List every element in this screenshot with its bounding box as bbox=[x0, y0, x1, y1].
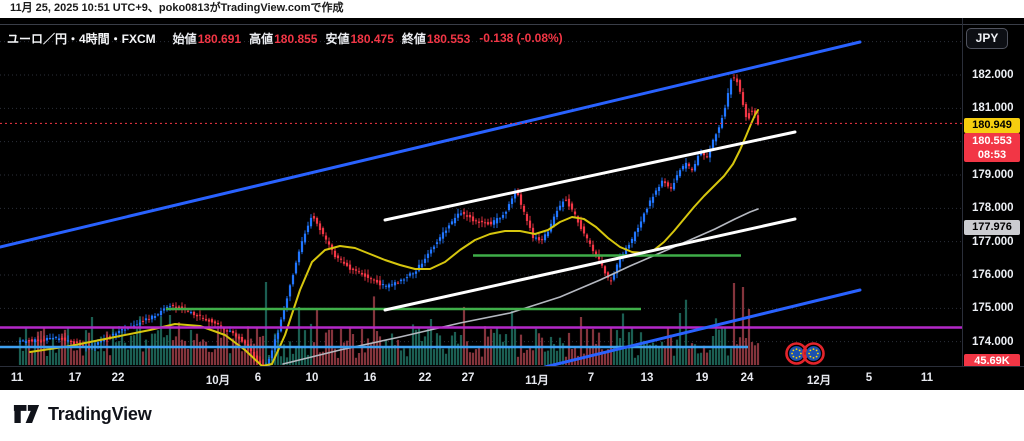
time-axis-label: 24 bbox=[740, 372, 754, 384]
time-axis-label: 11月 bbox=[525, 375, 549, 387]
eu-flag-icon[interactable] bbox=[802, 342, 825, 365]
candlestick-plot[interactable] bbox=[0, 18, 962, 366]
footer: TradingView bbox=[0, 390, 1024, 441]
currency-toggle-button[interactable]: JPY bbox=[966, 28, 1008, 49]
time-axis-label: 7 bbox=[587, 372, 595, 384]
time-axis-label: 6 bbox=[254, 372, 262, 384]
price-axis-label: 179.000 bbox=[972, 168, 1014, 181]
ohlc-value: 180.691 bbox=[197, 31, 242, 46]
chart-area: ユーロ／円・4時間・FXCM 始値180.691 高値180.855 安値180.4… bbox=[0, 18, 1024, 391]
ohlc-label: 高値 bbox=[249, 31, 274, 46]
countdown-timer: 08:53 bbox=[977, 149, 1007, 161]
ohlc-value: 180.553 bbox=[426, 31, 471, 46]
time-axis-label: 10月 bbox=[205, 375, 231, 387]
ohlc-label: 終値 bbox=[401, 31, 426, 46]
eu-flag-icon[interactable] bbox=[785, 342, 808, 365]
ohlc-label: 安値 bbox=[325, 31, 350, 46]
time-axis-label: 22 bbox=[111, 372, 125, 384]
price-axis-label: 178.000 bbox=[972, 202, 1014, 215]
time-axis[interactable]: 11 17 22 10月 6 10 16 22 27 11月 7 13 19 24 12月 5 11 bbox=[0, 366, 1024, 391]
price-axis[interactable]: 182.000181.000180.000179.000178.000177.0… bbox=[962, 18, 1024, 369]
time-axis-label: 11 bbox=[10, 372, 24, 384]
legend: ユーロ／円・4時間・FXCM 始値180.691 高値180.855 安値180.4… bbox=[7, 30, 563, 46]
price-axis-label: 182.000 bbox=[972, 69, 1014, 81]
ma-fast-label-badge: 180.949 bbox=[964, 118, 1020, 133]
tradingview-logo-text: TradingView bbox=[48, 403, 152, 424]
volume-label-badge: 45.69K bbox=[964, 354, 1020, 369]
ohlc-value: 180.475 bbox=[350, 31, 394, 46]
last-price-badge: 180.553 08:53 bbox=[964, 133, 1020, 162]
time-axis-label: 12月 bbox=[806, 375, 832, 387]
ohlc-value: 180.855 bbox=[274, 31, 318, 46]
price-axis-label: 175.000 bbox=[972, 302, 1014, 315]
event-markers[interactable] bbox=[785, 342, 845, 366]
tradingview-logo[interactable]: TradingView bbox=[13, 403, 152, 425]
price-axis-label: 181.000 bbox=[972, 102, 1014, 115]
time-axis-label: 5 bbox=[865, 372, 873, 384]
time-axis-label: 22 bbox=[418, 372, 432, 384]
time-axis-label: 17 bbox=[68, 372, 82, 384]
ohlc-label: 始値 bbox=[172, 31, 197, 46]
time-axis-label: 19 bbox=[695, 372, 709, 384]
time-axis-label: 11 bbox=[920, 372, 934, 384]
ohlc-values: 始値180.691 高値180.855 安値180.475 終値180.553 bbox=[165, 30, 471, 47]
time-axis-label: 16 bbox=[363, 372, 377, 384]
ma-slow-label-badge: 177.976 bbox=[964, 220, 1020, 235]
pane-top-border bbox=[0, 24, 1024, 25]
symbol-title: ユーロ／円・4時間・FXCM bbox=[7, 31, 156, 46]
tradingview-logo-mark bbox=[13, 405, 40, 423]
price-axis-label: 174.000 bbox=[972, 335, 1014, 348]
time-axis-label: 27 bbox=[461, 372, 475, 384]
price-axis-label: 177.000 bbox=[972, 235, 1014, 248]
price-axis-label: 176.000 bbox=[972, 268, 1014, 281]
time-axis-label: 10 bbox=[305, 372, 319, 384]
time-axis-label: 13 bbox=[640, 372, 654, 384]
snapshot-caption: 11月 25, 2025 10:51 UTC+9、poko0813がTradin… bbox=[0, 0, 1024, 18]
change-value: -0.138 (-0.08%) bbox=[479, 31, 563, 45]
